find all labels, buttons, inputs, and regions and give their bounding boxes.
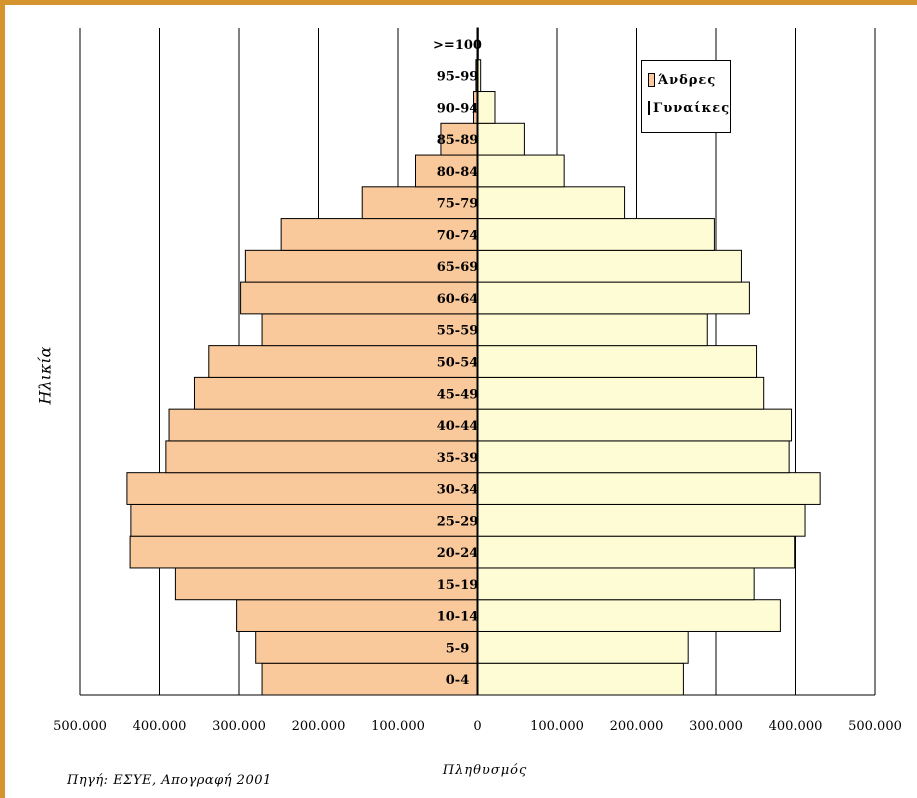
bar-women [477,313,708,347]
legend-swatch-women [648,101,650,115]
bar-women [477,281,750,315]
legend-swatch-men [648,73,655,87]
bar-women [477,345,758,378]
age-group-label: 20-24 [437,546,479,561]
bar-women [477,408,793,442]
bar-women [477,535,796,569]
x-tick-label: 200.000 [610,719,664,734]
age-group-label: 55-59 [437,324,479,339]
bar-women [477,122,525,156]
legend-item-women: Γυναίκες [648,97,730,119]
age-group-label: 0-4 [446,673,470,688]
age-group-label: 25-29 [437,514,479,529]
bar-men [193,376,478,410]
bar-women [477,630,689,664]
x-tick-label: 0 [473,719,481,734]
bar-women [477,91,496,124]
legend: Άνδρες Γυναίκες [641,60,731,133]
bar-men [236,599,478,632]
x-tick-label: 300.000 [212,719,266,734]
bar-men [261,313,478,347]
x-tick-label: 100.000 [530,719,584,734]
x-tick-label: 500.000 [848,719,902,734]
x-tick-label: 400.000 [133,719,187,734]
bar-men [126,472,478,505]
age-group-label: 70-74 [437,228,479,243]
legend-label-men: Άνδρες [658,72,717,88]
bar-men [165,440,479,474]
population-pyramid-chart: 0-4 5-9 10-14 15-19 20-24 25-29 30-34 35-39 40-4… [53,27,902,734]
age-group-label: 80-84 [437,165,479,180]
age-group-label: 60-64 [437,292,479,307]
source-note: Πηγή: ΕΣΥΕ, Απογραφή 2001 [67,773,272,788]
age-group-label: 75-79 [437,197,479,212]
age-group-label: 65-69 [437,260,479,275]
legend-label-women: Γυναίκες [653,100,731,116]
age-group-label: 50-54 [437,356,479,371]
bar-women [477,472,821,505]
x-axis-label: Πληθυσμός [442,763,528,778]
age-group-label: >=100 [433,38,482,53]
y-axis-label: Ηλικία [35,346,55,404]
bar-men [174,567,478,601]
age-group-label: 40-44 [437,419,479,434]
age-group-label: 95-99 [437,70,479,85]
age-group-label: 45-49 [437,387,479,402]
legend-item-men: Άνδρες [648,69,730,91]
age-group-label: 85-89 [437,133,479,148]
bar-women [477,249,742,283]
bar-men [261,662,478,696]
bar-women [477,186,626,220]
age-group-label: 15-19 [437,578,479,593]
bar-men [130,503,478,537]
x-tick-label: 100.000 [371,719,425,734]
bar-women [477,154,565,188]
bar-women [477,376,765,410]
bar-men [255,630,478,664]
x-tick-label: 200.000 [292,719,346,734]
age-group-label: 35-39 [437,451,479,466]
bar-women [477,503,806,537]
x-tick-label: 300.000 [689,719,743,734]
age-group-label: 10-14 [437,610,479,625]
x-tick-label: 400.000 [769,719,823,734]
bar-men [240,281,478,315]
age-group-label: 5-9 [446,641,470,656]
x-tick-label: 500.000 [53,719,107,734]
bar-women [477,567,755,601]
age-group-label: 90-94 [437,101,479,116]
bar-women [477,440,790,474]
bar-men [129,535,479,569]
bar-men [168,408,478,442]
bar-women [477,218,715,251]
age-group-label: 30-34 [437,483,479,498]
bar-women [477,599,781,632]
bar-women [477,662,684,696]
